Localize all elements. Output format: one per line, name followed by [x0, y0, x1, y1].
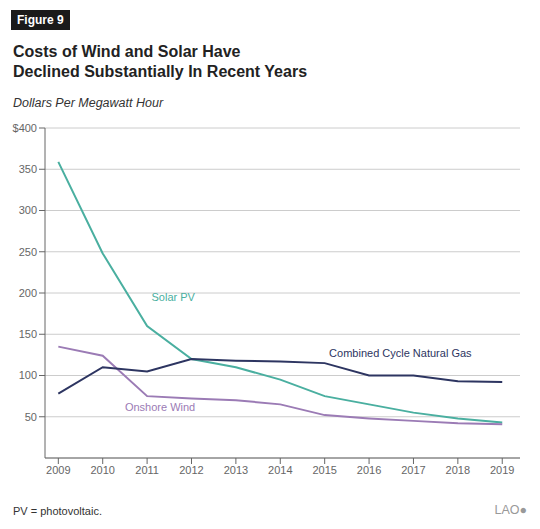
html-text:Dollars Per Megawatt Hour: Dollars Per Megawatt Hour: [13, 96, 164, 110]
svg-text:2014: 2014: [268, 464, 292, 476]
svg-text:2013: 2013: [224, 464, 248, 476]
html-text:PV = photovoltaic.: PV = photovoltaic.: [13, 505, 102, 517]
svg-text:Onshore Wind: Onshore Wind: [125, 401, 195, 413]
svg-text:50: 50: [25, 411, 37, 423]
svg-text:2016: 2016: [357, 464, 381, 476]
svg-text:2018: 2018: [446, 464, 470, 476]
svg-text:100: 100: [19, 369, 37, 381]
svg-text:$400: $400: [13, 122, 37, 134]
html-text:Figure 9: Figure 9: [17, 13, 64, 27]
svg-text:300: 300: [19, 204, 37, 216]
html-text:Costs of Wind and Solar Have: Costs of Wind and Solar Have: [13, 43, 241, 60]
svg-text:2019: 2019: [490, 464, 514, 476]
svg-text:Solar PV: Solar PV: [152, 291, 196, 303]
svg-text:2015: 2015: [312, 464, 336, 476]
svg-text:Combined Cycle Natural Gas: Combined Cycle Natural Gas: [329, 347, 472, 359]
svg-text:2009: 2009: [46, 464, 70, 476]
svg-text:250: 250: [19, 246, 37, 258]
svg-text:150: 150: [19, 328, 37, 340]
svg-text:2017: 2017: [401, 464, 425, 476]
svg-text:2011: 2011: [135, 464, 159, 476]
html-text:Declined Substantially In Rece: Declined Substantially In Recent Years: [13, 63, 307, 80]
svg-text:200: 200: [19, 287, 37, 299]
svg-text:2010: 2010: [90, 464, 114, 476]
html-text:LAO●: LAO●: [494, 503, 527, 517]
svg-text:350: 350: [19, 163, 37, 175]
svg-text:2012: 2012: [179, 464, 203, 476]
